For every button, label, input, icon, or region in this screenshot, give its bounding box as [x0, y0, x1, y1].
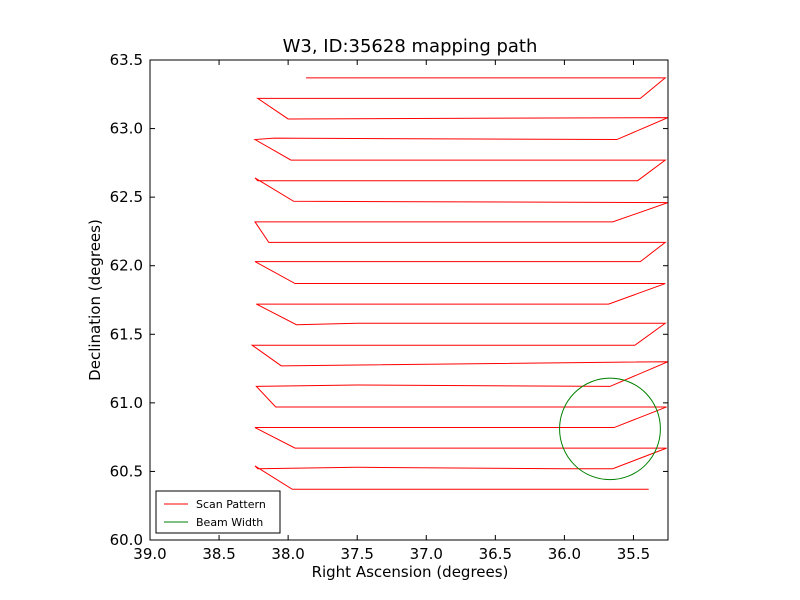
legend-box	[155, 490, 281, 534]
y-tick-label: 63.0	[110, 120, 143, 138]
x-axis-label: Right Ascension (degrees)	[312, 563, 509, 581]
legend-label: Scan Pattern	[196, 498, 266, 511]
y-axis-ticks: 60.0 60.5 61.0 61.5 62.0 62.5 63.0 63.5	[110, 51, 668, 549]
scan-pattern-line	[250, 77, 668, 490]
x-axis-ticks: 39.0 38.5 38.0 37.5 37.0 36.5 36.0 35.5	[133, 60, 650, 563]
y-tick-label: 61.5	[110, 325, 143, 343]
legend: Scan Pattern Beam Width	[155, 490, 281, 534]
y-tick-label: 60.5	[110, 462, 143, 480]
chart-title: W3, ID:35628 mapping path	[283, 36, 538, 57]
x-tick-label: 37.0	[410, 545, 443, 563]
x-tick-label: 36.0	[548, 545, 581, 563]
y-tick-label: 63.5	[110, 51, 143, 69]
y-axis-label: Declination (degrees)	[86, 219, 104, 381]
x-tick-label: 39.0	[133, 545, 166, 563]
y-tick-label: 62.5	[110, 188, 143, 206]
x-tick-label: 37.5	[340, 545, 373, 563]
x-tick-label: 36.5	[479, 545, 512, 563]
plot-frame	[149, 59, 669, 541]
x-tick-label: 38.0	[271, 545, 304, 563]
y-tick-label: 61.0	[110, 394, 143, 412]
legend-label: Beam Width	[196, 516, 263, 529]
beam-width-circle	[559, 377, 661, 481]
x-tick-label: 38.5	[202, 545, 235, 563]
y-tick-label: 60.0	[110, 531, 143, 549]
x-tick-label: 35.5	[617, 545, 650, 563]
y-tick-label: 62.0	[110, 257, 143, 275]
plot-area	[250, 77, 668, 490]
